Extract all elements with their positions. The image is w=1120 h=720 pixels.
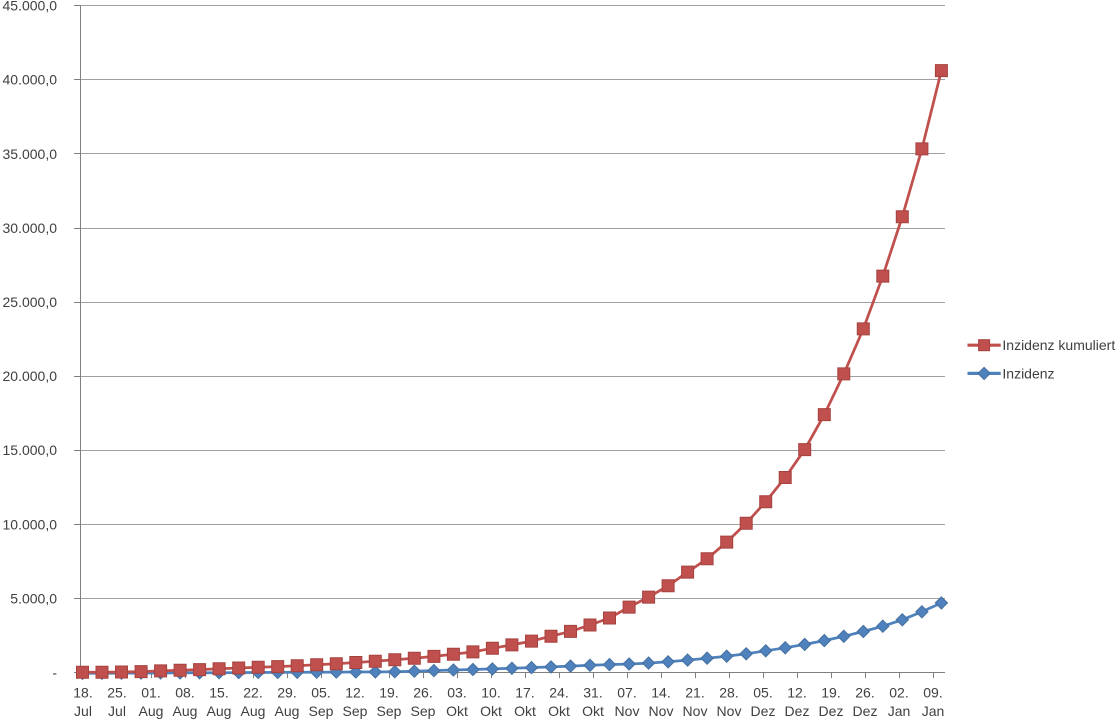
svg-text:30.000,0: 30.000,0	[3, 220, 58, 236]
svg-text:Aug: Aug	[241, 703, 266, 719]
svg-text:Okt: Okt	[548, 703, 570, 719]
svg-text:Sep: Sep	[343, 703, 368, 719]
svg-text:03.: 03.	[447, 685, 466, 701]
svg-text:14.: 14.	[651, 685, 670, 701]
svg-text:40.000,0: 40.000,0	[3, 72, 58, 88]
svg-text:25.: 25.	[107, 685, 126, 701]
svg-text:09.: 09.	[923, 685, 942, 701]
svg-text:12.: 12.	[787, 685, 806, 701]
svg-text:07.: 07.	[617, 685, 636, 701]
svg-text:29.: 29.	[277, 685, 296, 701]
svg-text:-: -	[52, 665, 57, 681]
svg-text:Jul: Jul	[108, 703, 126, 719]
svg-text:05.: 05.	[311, 685, 330, 701]
svg-text:08.: 08.	[175, 685, 194, 701]
svg-text:Aug: Aug	[173, 703, 198, 719]
svg-text:22.: 22.	[243, 685, 262, 701]
svg-text:02.: 02.	[889, 685, 908, 701]
svg-text:21.: 21.	[685, 685, 704, 701]
svg-text:25.000,0: 25.000,0	[3, 294, 58, 310]
svg-text:26.: 26.	[413, 685, 432, 701]
svg-text:15.000,0: 15.000,0	[3, 442, 58, 458]
svg-text:Sep: Sep	[309, 703, 334, 719]
svg-text:Jul: Jul	[74, 703, 92, 719]
svg-text:20.000,0: 20.000,0	[3, 368, 58, 384]
svg-text:Okt: Okt	[582, 703, 604, 719]
svg-text:Dez: Dez	[819, 703, 844, 719]
svg-text:26.: 26.	[855, 685, 874, 701]
svg-text:Jan: Jan	[922, 703, 945, 719]
svg-text:24.: 24.	[549, 685, 568, 701]
svg-text:Aug: Aug	[139, 703, 164, 719]
svg-text:Nov: Nov	[615, 703, 640, 719]
svg-text:19.: 19.	[821, 685, 840, 701]
svg-text:17.: 17.	[515, 685, 534, 701]
svg-text:Inzidenz: Inzidenz	[1002, 365, 1054, 381]
svg-text:05.: 05.	[753, 685, 772, 701]
svg-text:28.: 28.	[719, 685, 738, 701]
svg-text:Nov: Nov	[683, 703, 708, 719]
svg-text:Sep: Sep	[377, 703, 402, 719]
svg-text:Okt: Okt	[480, 703, 502, 719]
svg-text:10.: 10.	[481, 685, 500, 701]
svg-text:Dez: Dez	[751, 703, 776, 719]
svg-text:Nov: Nov	[717, 703, 742, 719]
svg-text:12.: 12.	[345, 685, 364, 701]
svg-text:35.000,0: 35.000,0	[3, 146, 58, 162]
svg-text:19.: 19.	[379, 685, 398, 701]
svg-text:Okt: Okt	[446, 703, 468, 719]
svg-text:Nov: Nov	[649, 703, 674, 719]
svg-text:Jan: Jan	[888, 703, 911, 719]
svg-text:31.: 31.	[583, 685, 602, 701]
svg-text:Sep: Sep	[411, 703, 436, 719]
svg-text:Inzidenz kumuliert: Inzidenz kumuliert	[1002, 337, 1115, 353]
svg-text:Aug: Aug	[275, 703, 300, 719]
svg-text:Aug: Aug	[207, 703, 232, 719]
svg-text:01.: 01.	[141, 685, 160, 701]
svg-text:Okt: Okt	[514, 703, 536, 719]
svg-text:18.: 18.	[73, 685, 92, 701]
svg-text:Dez: Dez	[853, 703, 878, 719]
svg-text:45.000,0: 45.000,0	[3, 0, 58, 14]
svg-text:Dez: Dez	[785, 703, 810, 719]
svg-text:10.000,0: 10.000,0	[3, 516, 58, 532]
svg-text:15.: 15.	[209, 685, 228, 701]
svg-text:5.000,0: 5.000,0	[10, 590, 57, 606]
